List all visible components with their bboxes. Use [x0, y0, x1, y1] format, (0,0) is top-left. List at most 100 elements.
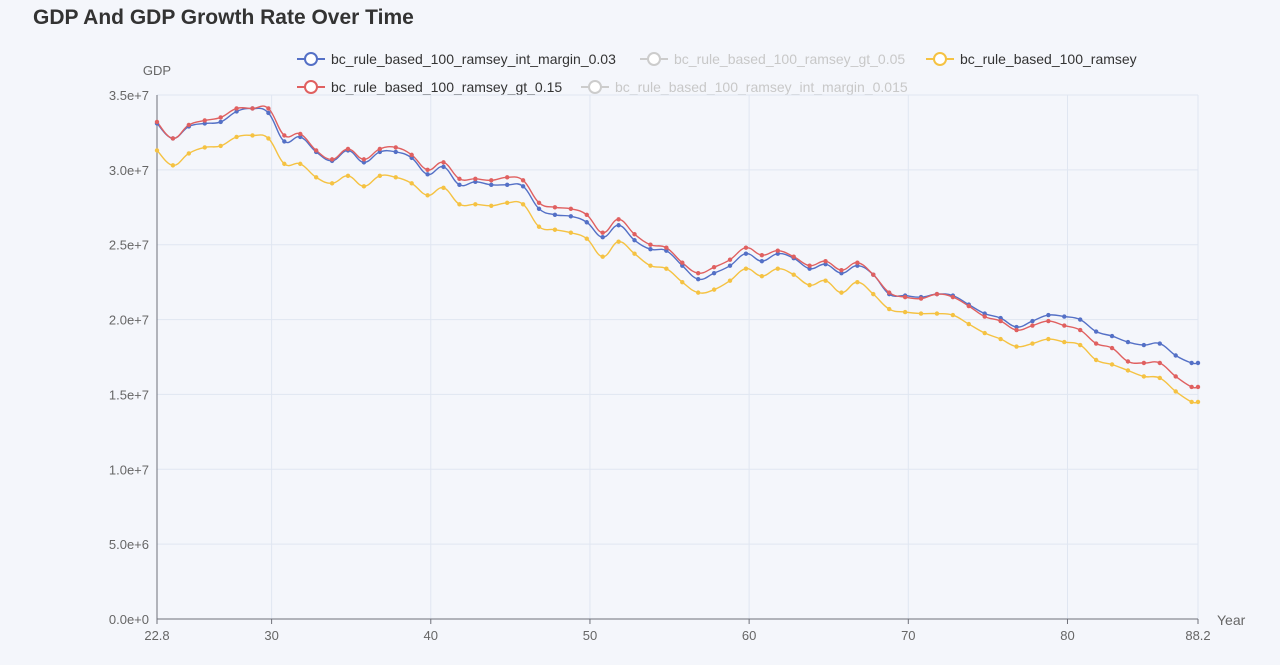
data-point [1109, 362, 1115, 367]
data-point [250, 106, 255, 111]
data-point [934, 311, 940, 316]
legend-item-gt-0-15[interactable]: bc_rule_based_100_ramsey_gt_0.15 [297, 78, 562, 96]
data-point [1078, 317, 1083, 322]
data-point [1173, 389, 1178, 394]
data-point [887, 306, 892, 312]
legend-marker-icon [297, 80, 325, 94]
data-point [1109, 345, 1115, 351]
data-point [361, 157, 367, 162]
data-point [887, 290, 892, 295]
data-point [1062, 323, 1067, 328]
data-point [266, 136, 271, 141]
data-point [568, 230, 574, 235]
data-point [998, 336, 1003, 342]
legend-item-int-margin-0-015[interactable]: bc_rule_based_100_ramsey_int_margin_0.01… [581, 78, 908, 96]
data-point [202, 145, 207, 150]
data-point [616, 239, 621, 244]
data-point [186, 122, 192, 128]
data-point [154, 119, 160, 125]
data-point [504, 182, 510, 188]
data-point [982, 330, 987, 336]
data-point [600, 230, 605, 235]
data-point [441, 185, 446, 191]
x-axis-label: Year [1217, 612, 1246, 628]
data-point [1195, 360, 1201, 366]
x-tick-label: 50 [583, 628, 597, 643]
data-point [425, 193, 430, 198]
data-point [791, 254, 796, 259]
data-point [648, 247, 653, 252]
series-lines [156, 105, 1199, 404]
data-point [1046, 318, 1051, 324]
data-point [568, 214, 574, 219]
data-point [329, 181, 335, 186]
data-point [711, 264, 717, 270]
x-tick-label: 22.8 [144, 628, 169, 643]
data-point [807, 282, 812, 288]
data-point [584, 212, 589, 217]
data-point [298, 161, 303, 167]
data-point [504, 175, 510, 180]
data-point [1189, 399, 1194, 405]
data-point [520, 202, 526, 207]
y-tick-label: 3.0e+7 [109, 163, 149, 178]
data-point [234, 106, 239, 111]
legend-item-int-margin-0-03[interactable]: bc_rule_based_100_ramsey_int_margin_0.03 [297, 50, 616, 68]
data-point [966, 303, 971, 309]
data-point [664, 245, 669, 250]
data-point [1125, 359, 1131, 364]
y-tick-label: 3.5e+7 [109, 88, 149, 103]
data-point [1195, 384, 1201, 390]
legend-label: bc_rule_based_100_ramsey_gt_0.05 [674, 51, 906, 67]
data-point [425, 167, 430, 173]
data-point [839, 290, 844, 295]
data-point [552, 212, 558, 217]
legend: bc_rule_based_100_ramsey_int_margin_0.03… [0, 0, 1280, 110]
legend-label: bc_rule_based_100_ramsey_gt_0.15 [331, 79, 563, 95]
x-tick-label: 80 [1060, 628, 1074, 643]
data-point [743, 251, 749, 256]
data-point [1189, 360, 1194, 366]
data-point [504, 200, 510, 205]
data-point [536, 224, 542, 229]
data-point [823, 278, 828, 283]
data-point [695, 270, 701, 276]
data-point [1157, 375, 1162, 381]
data-point [489, 203, 494, 208]
legend-marker-icon [926, 52, 954, 66]
data-point [329, 157, 335, 162]
data-point [1030, 318, 1035, 324]
legend-item-ramsey[interactable]: bc_rule_based_100_ramsey [926, 50, 1137, 68]
data-point [711, 270, 717, 276]
data-point [536, 200, 542, 205]
data-point [1093, 341, 1099, 346]
data-point [457, 182, 462, 188]
y-tick-label: 5.0e+6 [109, 537, 149, 552]
data-point [950, 312, 956, 318]
data-point [600, 235, 605, 240]
series-points [154, 106, 1201, 405]
data-point [600, 254, 605, 259]
data-point [425, 172, 430, 177]
data-point [855, 260, 860, 265]
data-point [473, 176, 478, 182]
y-tick-label: 1.0e+7 [109, 462, 149, 477]
grid [156, 94, 1199, 619]
data-point [711, 287, 717, 292]
data-point [441, 160, 446, 165]
data-point [377, 146, 383, 152]
data-point [1030, 323, 1035, 328]
x-tick-label: 30 [264, 628, 278, 643]
legend-label: bc_rule_based_100_ramsey_int_margin_0.01… [615, 79, 908, 95]
data-point [807, 263, 812, 268]
data-point [250, 133, 255, 138]
data-point [409, 152, 414, 158]
data-point [966, 321, 971, 327]
data-point [664, 266, 669, 271]
data-point [313, 148, 319, 153]
data-point [361, 184, 367, 189]
data-point [1078, 327, 1083, 333]
legend-item-gt-0-05[interactable]: bc_rule_based_100_ramsey_gt_0.05 [640, 50, 905, 68]
data-point [918, 296, 924, 301]
